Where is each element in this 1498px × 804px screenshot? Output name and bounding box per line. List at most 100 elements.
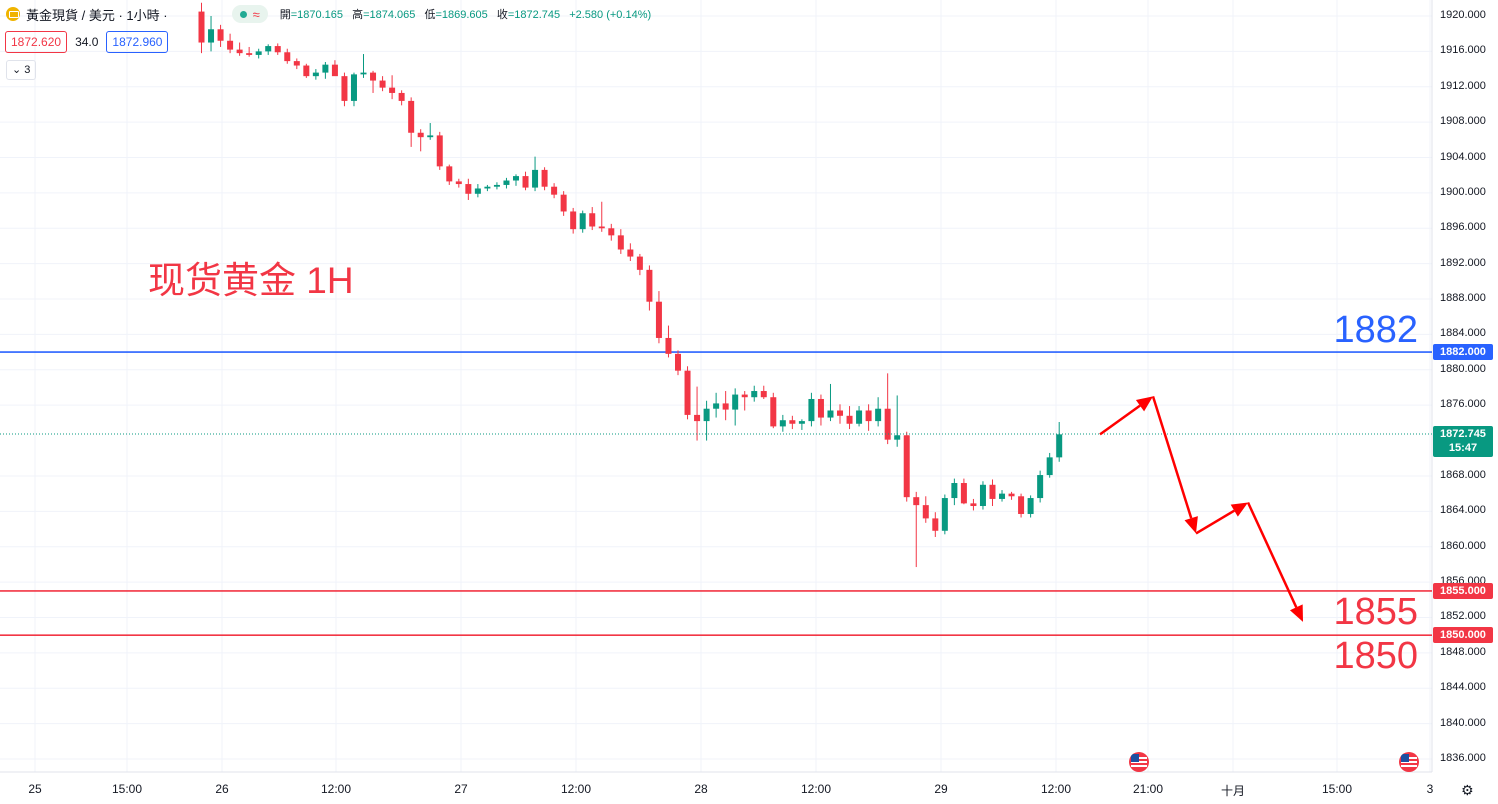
price-tick-label: 1876.000	[1440, 398, 1486, 411]
candle-body	[341, 76, 348, 101]
candle-body	[894, 435, 901, 440]
last-price-value: 1872.745	[1440, 427, 1486, 440]
forecast-arrowhead	[1135, 396, 1153, 412]
price-tick-label: 1904.000	[1440, 150, 1486, 163]
candle-body	[446, 166, 453, 182]
candle-body	[579, 213, 586, 230]
wave-icon: ≈	[252, 6, 260, 22]
candle-body	[379, 80, 386, 88]
gear-icon[interactable]: ⚙	[1461, 782, 1474, 798]
time-tick-label: 12:00	[800, 782, 832, 796]
price-tick-label: 1920.000	[1440, 9, 1486, 21]
buy-button[interactable]: 1872.960	[106, 31, 169, 53]
time-tick-label: 28	[694, 782, 708, 796]
ohlc-change: +2.580 (+0.14%)	[569, 9, 652, 21]
forecast-segment	[1195, 509, 1235, 535]
candle-body	[208, 29, 215, 43]
forecast-arrowhead	[1230, 502, 1248, 517]
candle-body	[770, 397, 777, 427]
candle-body	[274, 46, 281, 53]
indicators-toggle[interactable]: ⌄ 3	[6, 60, 37, 80]
time-tick-label: 27	[454, 782, 468, 796]
us-flag-event-icon[interactable]	[1129, 752, 1149, 772]
price-tick-label: 1892.000	[1440, 256, 1486, 269]
candle-body	[360, 72, 367, 75]
time-tick-label: 29	[934, 782, 948, 796]
candle-body	[417, 132, 424, 138]
candle-body	[541, 169, 548, 187]
price-tick-label: 1868.000	[1440, 468, 1486, 481]
candle-body	[322, 64, 329, 73]
candle-body	[732, 394, 739, 410]
candle-body	[1046, 457, 1053, 476]
candle-body	[694, 414, 701, 422]
candle-body	[989, 484, 996, 499]
candle-body	[265, 46, 272, 52]
candle-body	[246, 53, 253, 55]
level-price-tag: 1850.000	[1433, 627, 1493, 644]
candle-body	[598, 226, 605, 229]
candle-body	[398, 92, 405, 101]
candle-body	[684, 370, 691, 415]
gold-logo-icon	[6, 7, 20, 21]
candle-body	[636, 256, 643, 270]
market-status-pill[interactable]: ≈	[231, 5, 268, 23]
level-price-tag: 1882.000	[1433, 344, 1493, 361]
ohlc-open-value: =1870.165	[290, 9, 344, 21]
candle-body	[198, 11, 205, 43]
time-tick-label: 15:00	[111, 782, 143, 796]
candle-body	[646, 269, 653, 302]
ohlc-values: 開=1870.165 高=1874.065 低=1869.605 收=1872.…	[280, 6, 657, 22]
us-flag-event-icon[interactable]	[1399, 752, 1419, 772]
candle-body	[455, 181, 462, 185]
candle-body	[741, 394, 748, 398]
candle-body	[608, 228, 615, 236]
candle-body	[941, 498, 948, 531]
candle-body	[1027, 498, 1034, 514]
candle-body	[436, 135, 443, 167]
candle-body	[751, 391, 758, 398]
candle-body	[808, 398, 815, 422]
candle-body	[722, 403, 729, 410]
symbol-title[interactable]: 黃金現貨 / 美元 · 1小時 ·	[26, 7, 168, 23]
time-tick-label: 12:00	[560, 782, 592, 796]
candle-body	[798, 421, 805, 424]
price-tick-label: 1884.000	[1440, 327, 1486, 340]
ohlc-close-value: =1872.745	[507, 9, 561, 21]
candle-body	[979, 484, 986, 507]
forecast-arrowhead	[1289, 604, 1303, 622]
price-tick-label: 1908.000	[1440, 115, 1486, 128]
candle-body	[1056, 434, 1063, 458]
candle-body	[932, 518, 939, 531]
candle-body	[284, 52, 291, 62]
candle-body	[856, 410, 863, 424]
time-tick-label: 15:00	[1321, 782, 1353, 796]
time-tick-label: 12:00	[320, 782, 352, 796]
candle-body	[903, 435, 910, 498]
candle-body	[303, 65, 310, 77]
candle-body	[465, 184, 472, 194]
candle-body	[922, 505, 929, 519]
candle-body	[713, 403, 720, 409]
forecast-segment	[1099, 404, 1141, 436]
sell-button[interactable]: 1872.620	[5, 31, 68, 53]
price-tick-label: 1840.000	[1440, 716, 1486, 729]
candle-body	[427, 135, 434, 138]
price-tick-label: 1900.000	[1440, 185, 1486, 198]
time-tick-label: 十月	[1220, 784, 1246, 798]
candle-body	[655, 301, 662, 338]
trade-panel: 1872.620 34.0 1872.960	[5, 31, 169, 53]
price-tick-label: 1912.000	[1440, 79, 1486, 92]
candle-body	[474, 188, 481, 194]
candle-body	[951, 483, 958, 499]
candle-body	[760, 391, 767, 398]
candle-body	[217, 29, 224, 41]
candle-body	[570, 211, 577, 230]
forecast-segment	[1151, 395, 1193, 519]
ohlc-open-label: 開	[279, 9, 291, 21]
candle-body	[970, 503, 977, 507]
candle-body	[503, 180, 510, 185]
candle-body	[293, 61, 300, 66]
ohlc-low-value: =1869.605	[435, 9, 488, 21]
